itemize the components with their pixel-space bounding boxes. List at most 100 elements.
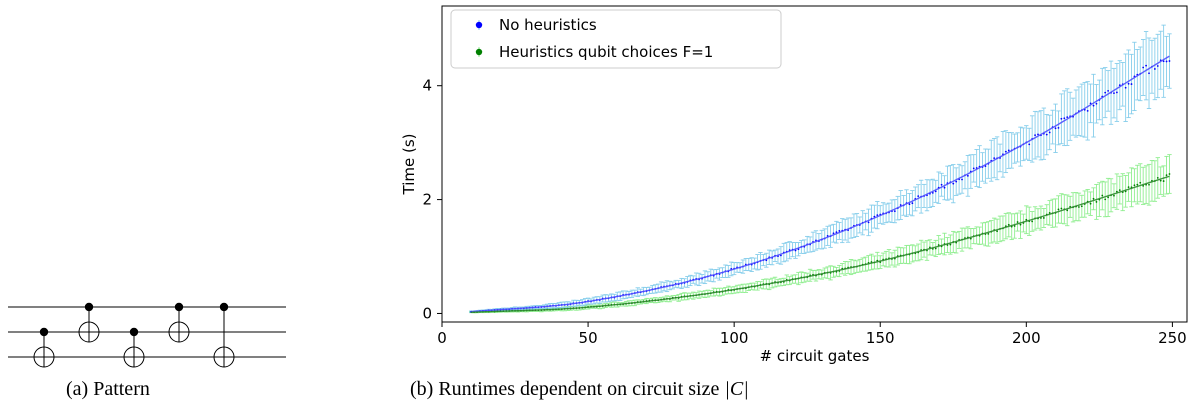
data-point <box>1019 223 1022 226</box>
data-point <box>1148 72 1150 75</box>
data-point <box>1016 221 1019 223</box>
data-point <box>952 182 955 185</box>
data-point <box>1037 133 1039 136</box>
legend-marker <box>475 48 483 56</box>
data-point <box>1124 86 1127 89</box>
data-point <box>1136 183 1139 186</box>
y-axis-label: Time (s) <box>400 134 418 196</box>
data-point <box>1107 196 1110 199</box>
data-point <box>1104 91 1107 94</box>
data-point <box>1078 206 1080 208</box>
data-point <box>931 191 934 194</box>
x-tick-label: 200 <box>1012 329 1041 347</box>
x-tick-label: 150 <box>866 329 895 347</box>
data-point <box>1162 60 1165 63</box>
data-point <box>1113 92 1115 95</box>
x-tick-label: 250 <box>1158 329 1187 347</box>
data-point <box>1095 102 1098 105</box>
data-point <box>835 231 838 234</box>
x-axis-label: # circuit gates <box>760 347 870 365</box>
data-point <box>1165 60 1168 63</box>
data-point <box>961 178 963 181</box>
x-tick-label: 0 <box>437 329 447 347</box>
data-point <box>1080 205 1083 208</box>
data-point <box>893 210 896 213</box>
points-heuristics <box>470 173 1171 314</box>
data-point <box>1048 131 1051 134</box>
data-point <box>955 180 958 183</box>
y-tick-label: 0 <box>422 304 432 322</box>
data-point <box>1148 183 1150 186</box>
caption-a-text: (a) Pattern <box>66 378 150 400</box>
data-point <box>1095 201 1098 203</box>
y-tick-label: 4 <box>422 77 432 95</box>
data-point <box>1013 225 1016 227</box>
data-point <box>987 232 990 235</box>
data-point <box>1042 217 1045 219</box>
data-point <box>1092 197 1095 200</box>
data-point <box>1156 65 1159 67</box>
data-point <box>1007 149 1010 152</box>
control-dot <box>174 302 184 312</box>
data-point <box>1139 181 1142 184</box>
data-point <box>1168 60 1171 62</box>
data-point <box>1086 109 1089 112</box>
data-point <box>911 202 914 205</box>
data-point <box>934 247 937 250</box>
data-point <box>1168 173 1171 175</box>
data-point <box>1060 207 1063 210</box>
data-point <box>1162 180 1165 182</box>
control-dot <box>129 327 139 337</box>
x-ticks: 0 50 100 150 200 250 <box>437 322 1187 347</box>
caption-b-text: (b) Runtimes dependent on circuit size <box>410 378 725 400</box>
data-point <box>1028 143 1031 146</box>
y-ticks: 0 2 4 <box>422 77 442 322</box>
data-point <box>1142 66 1145 69</box>
fit-lines <box>471 55 1170 314</box>
cnot-gate <box>213 302 235 368</box>
control-dot <box>219 302 229 312</box>
control-dot <box>39 327 49 337</box>
caption-b-math: |C| <box>724 378 749 400</box>
data-point <box>1127 82 1130 85</box>
data-point <box>1130 83 1133 85</box>
data-point <box>1092 104 1095 107</box>
data-point <box>1063 117 1066 120</box>
legend-box <box>450 9 782 69</box>
plot-area <box>441 5 1188 323</box>
data-point <box>940 183 943 186</box>
control-dot <box>84 302 94 312</box>
data-point <box>969 237 972 240</box>
data-point <box>1101 194 1104 197</box>
data-point <box>1034 134 1036 137</box>
data-points <box>470 59 1171 314</box>
x-tick-label: 100 <box>720 329 749 347</box>
data-point <box>1133 184 1136 187</box>
cnot-gate <box>78 302 100 343</box>
data-point <box>917 195 920 198</box>
legend-label: Heuristics qubit choices F=1 <box>499 43 713 61</box>
caption-a: (a) Pattern <box>66 378 150 401</box>
data-point <box>1057 208 1060 211</box>
data-point <box>1066 209 1069 212</box>
cnot-gate <box>123 327 145 368</box>
data-point <box>943 186 946 189</box>
data-point <box>1004 150 1007 153</box>
data-point <box>996 230 998 233</box>
data-point <box>1145 64 1147 67</box>
x-tick-label: 50 <box>579 329 598 347</box>
data-point <box>993 157 996 159</box>
legend-marker <box>475 21 483 29</box>
data-point <box>876 214 879 217</box>
data-point <box>1060 117 1063 120</box>
cnot-gate <box>33 327 55 368</box>
data-point <box>1048 211 1051 214</box>
data-point <box>1113 194 1115 197</box>
cnot-gate <box>168 302 190 343</box>
data-point <box>794 249 797 252</box>
caption-b: (b) Runtimes dependent on circuit size |… <box>410 378 749 401</box>
data-point <box>1025 218 1028 221</box>
data-point <box>1045 133 1048 136</box>
